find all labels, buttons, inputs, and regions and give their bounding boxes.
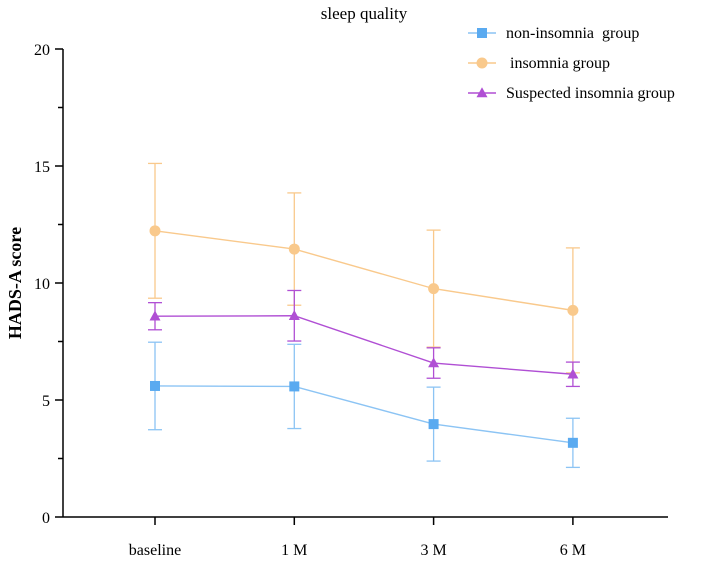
x-tick-label: 3 M <box>420 542 446 559</box>
legend-label: non-insomnia group <box>506 25 639 42</box>
y-tick-label: 5 <box>42 393 50 410</box>
x-tick-label: 6 M <box>560 542 586 559</box>
legend: non-insomnia group insomnia group Suspect… <box>468 25 675 102</box>
series-square <box>148 341 580 469</box>
x-tick-label: 1 M <box>281 542 307 559</box>
data-point-circle <box>149 225 161 237</box>
legend-marker-triangle <box>476 87 488 98</box>
data-point-circle <box>428 283 440 295</box>
y-tick-label: 20 <box>34 42 50 59</box>
series-line <box>154 385 573 444</box>
legend-item: non-insomnia group <box>468 25 639 42</box>
data-point-square <box>150 380 160 391</box>
legend-marker-circle <box>476 57 488 69</box>
data-point-triangle <box>428 357 440 368</box>
data-point-square <box>428 419 439 430</box>
x-tick-label: baseline <box>129 542 181 559</box>
series-line <box>154 230 574 312</box>
plot-area: 0 5 10 15 20 baseline 1 M 3 M 6 M <box>34 42 668 559</box>
legend-label: insomnia group <box>506 55 610 72</box>
data-point-square <box>567 437 578 448</box>
series-circle <box>148 162 580 374</box>
data-point-triangle <box>567 368 579 379</box>
legend-label: Suspected insomnia group <box>506 85 675 102</box>
data-point-circle <box>567 304 579 316</box>
legend-item: insomnia group <box>468 55 610 72</box>
y-tick-label: 0 <box>42 510 50 527</box>
y-axis-label: HADS-A score <box>5 227 25 339</box>
series-line <box>154 315 573 375</box>
data-point-circle <box>288 243 300 255</box>
y-tick-label: 15 <box>34 159 50 176</box>
series-triangle <box>148 289 580 388</box>
chart-title: sleep quality <box>321 4 408 23</box>
legend-marker-square <box>477 28 487 38</box>
data-point-triangle <box>149 310 161 321</box>
y-tick-label: 10 <box>34 276 50 293</box>
data-point-square <box>289 381 300 392</box>
data-point-triangle <box>288 310 300 321</box>
legend-item: Suspected insomnia group <box>468 85 675 102</box>
